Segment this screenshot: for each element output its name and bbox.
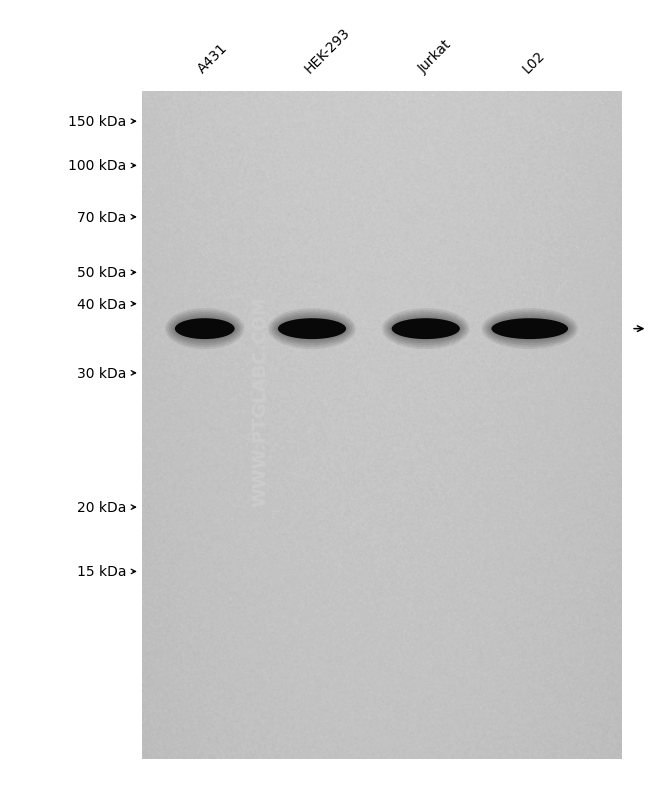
Ellipse shape bbox=[173, 317, 237, 342]
Text: Jurkat: Jurkat bbox=[416, 38, 454, 76]
Ellipse shape bbox=[278, 319, 346, 340]
Ellipse shape bbox=[171, 315, 239, 344]
Text: WWW.PTGLABC.COM: WWW.PTGLABC.COM bbox=[251, 296, 269, 507]
Ellipse shape bbox=[488, 315, 572, 344]
Text: 50 kDa: 50 kDa bbox=[77, 266, 127, 280]
Ellipse shape bbox=[489, 317, 570, 342]
Ellipse shape bbox=[484, 311, 576, 348]
Ellipse shape bbox=[486, 313, 574, 345]
Ellipse shape bbox=[270, 311, 354, 348]
Text: 30 kDa: 30 kDa bbox=[77, 366, 127, 381]
Ellipse shape bbox=[491, 319, 568, 340]
Ellipse shape bbox=[165, 309, 244, 350]
Ellipse shape bbox=[167, 311, 242, 348]
Text: 15 kDa: 15 kDa bbox=[77, 565, 127, 579]
Ellipse shape bbox=[268, 309, 356, 350]
Ellipse shape bbox=[175, 319, 235, 340]
Ellipse shape bbox=[169, 313, 240, 345]
Text: 100 kDa: 100 kDa bbox=[68, 159, 127, 173]
Text: 20 kDa: 20 kDa bbox=[77, 500, 127, 515]
Ellipse shape bbox=[387, 315, 463, 344]
Ellipse shape bbox=[272, 313, 352, 345]
Text: 40 kDa: 40 kDa bbox=[77, 297, 127, 312]
Ellipse shape bbox=[482, 309, 578, 350]
Text: A431: A431 bbox=[195, 41, 230, 76]
Ellipse shape bbox=[382, 309, 469, 350]
Text: L02: L02 bbox=[520, 48, 547, 76]
Ellipse shape bbox=[385, 313, 465, 345]
Ellipse shape bbox=[391, 319, 460, 340]
Ellipse shape bbox=[384, 311, 468, 348]
Ellipse shape bbox=[390, 317, 462, 342]
Text: HEK-293: HEK-293 bbox=[302, 26, 353, 76]
Text: 70 kDa: 70 kDa bbox=[77, 210, 127, 225]
Ellipse shape bbox=[276, 317, 348, 342]
Text: 150 kDa: 150 kDa bbox=[68, 115, 127, 129]
Ellipse shape bbox=[274, 315, 350, 344]
